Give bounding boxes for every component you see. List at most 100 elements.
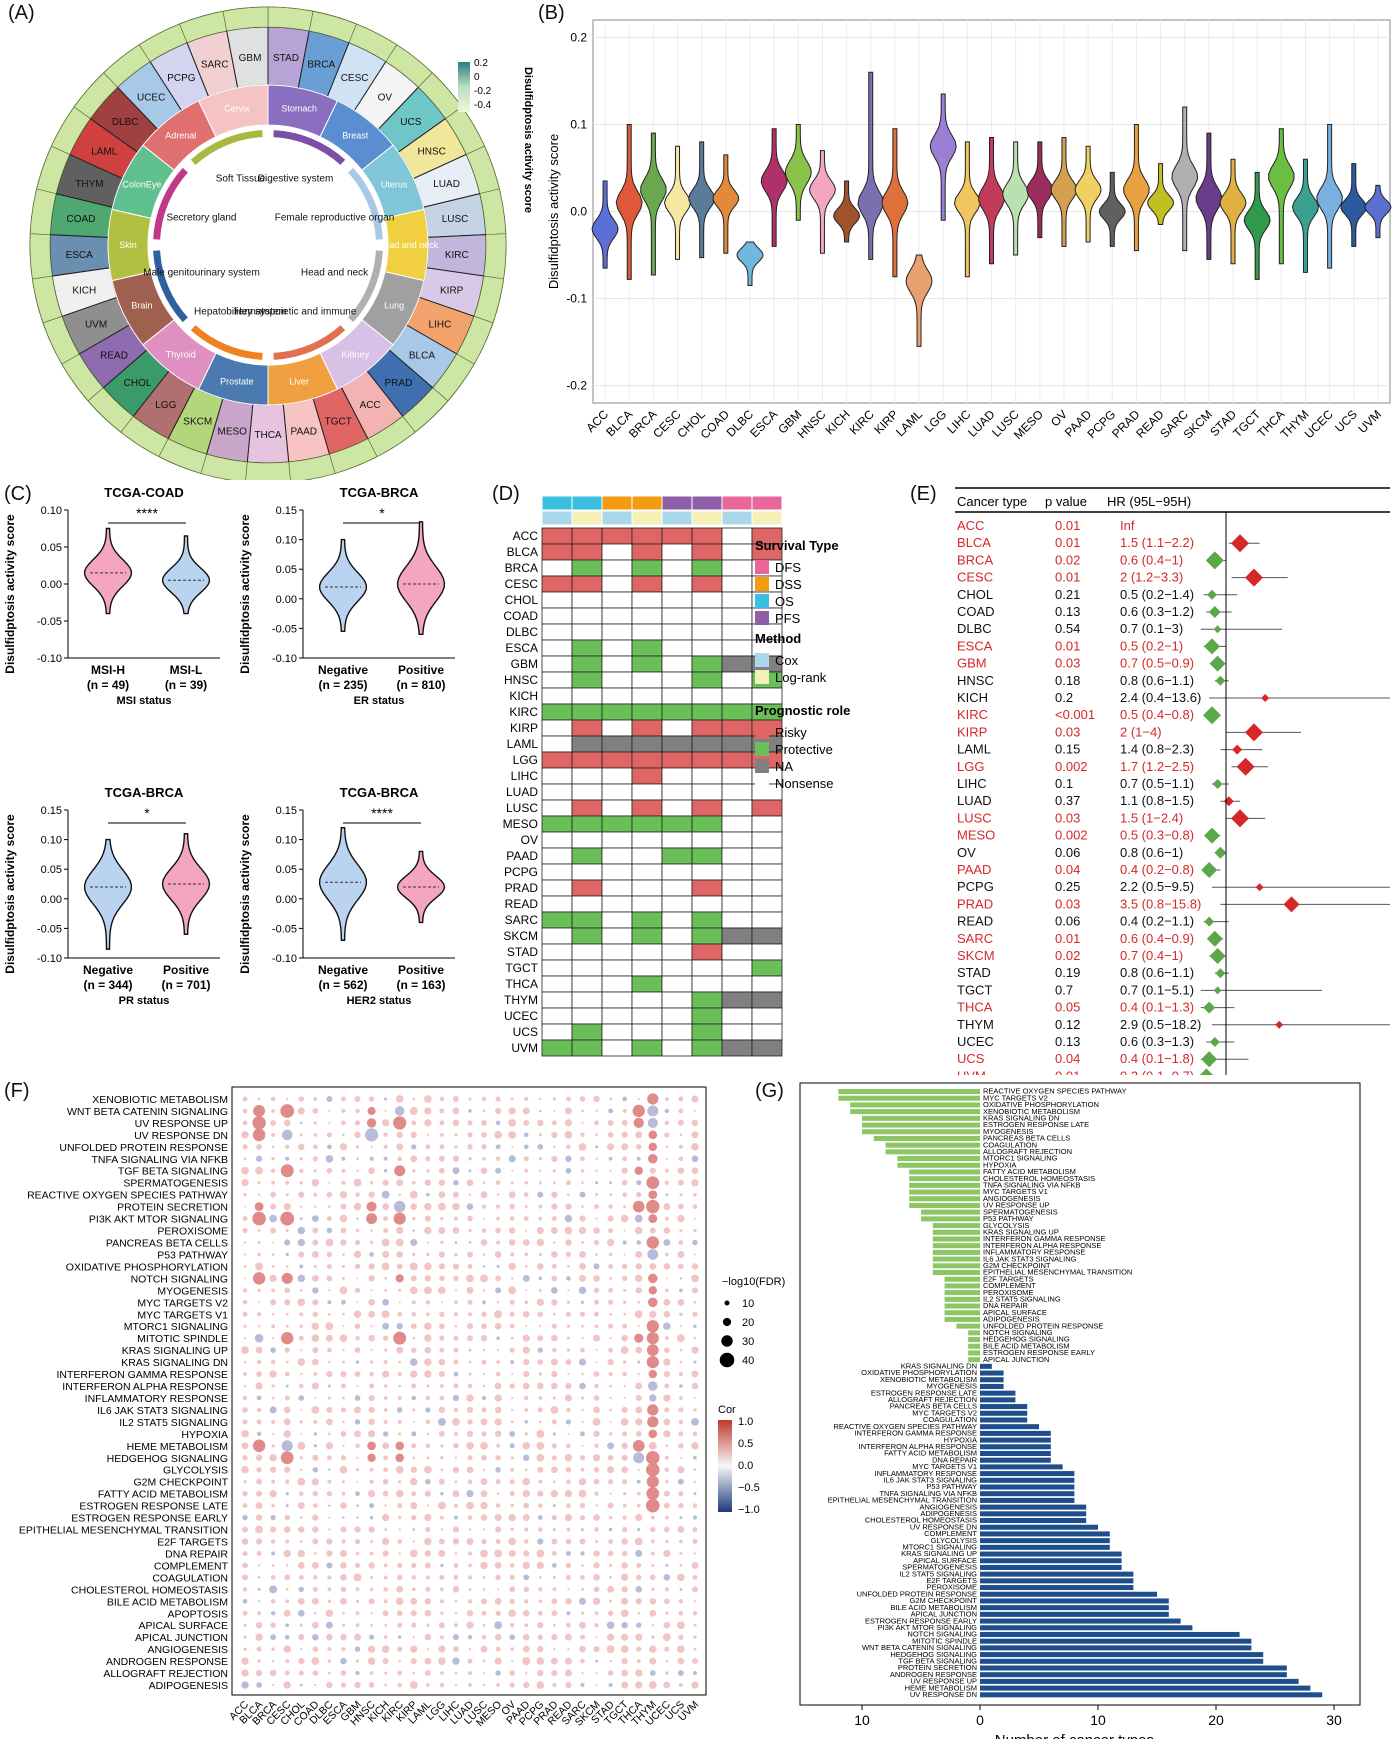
dot	[580, 1431, 585, 1437]
dot	[510, 1097, 514, 1101]
dot	[636, 1144, 642, 1150]
dot	[609, 1660, 612, 1663]
dot	[608, 1252, 613, 1257]
heatmap-cell	[541, 943, 573, 961]
dot	[510, 1647, 515, 1651]
heatmap-cell	[721, 975, 753, 993]
y-tick-label: -0.10	[272, 653, 297, 665]
y-tick-label: -0.05	[272, 923, 297, 935]
hr-marker	[1205, 551, 1224, 570]
heatmap-cell	[661, 895, 693, 913]
heatmap-cell	[721, 863, 753, 881]
dot	[368, 1191, 375, 1198]
dot	[623, 1384, 626, 1388]
dot	[466, 1490, 474, 1498]
dot	[495, 1574, 501, 1581]
heatmap-cell	[571, 751, 603, 769]
row-cancer: KIRC	[957, 707, 988, 722]
dot	[621, 1263, 628, 1270]
row-hr: 3.5 (0.8−15.8)	[1120, 896, 1201, 911]
row-hr: 1.1 (0.8−1.5)	[1120, 793, 1194, 808]
heatmap-cell	[571, 543, 603, 561]
dot	[580, 1634, 585, 1640]
dot	[635, 1586, 643, 1593]
heatmap-cell	[691, 623, 723, 641]
dot	[409, 1286, 418, 1295]
y-tick-label: -0.05	[272, 623, 297, 635]
heatmap-cell	[601, 543, 633, 561]
dot	[285, 1659, 290, 1664]
dot	[524, 1300, 529, 1305]
row-hr: 0.3 (0.1−0.7)	[1120, 1068, 1194, 1075]
dot	[677, 1573, 685, 1582]
bar-label: REACTIVE OXYGEN SPECIES PATHWAY	[834, 1422, 978, 1431]
dot	[692, 1539, 698, 1544]
dot	[522, 1239, 530, 1246]
dot	[270, 1466, 277, 1473]
dot	[468, 1372, 472, 1376]
dot	[538, 1181, 542, 1185]
bar-label: ESTROGEN RESPONSE EARLY	[983, 1348, 1095, 1357]
legend-tick: 0	[474, 72, 480, 83]
dot	[621, 1538, 628, 1545]
dot	[665, 1659, 669, 1663]
cancer-segment-label: TGCT	[325, 416, 352, 427]
method-cell	[631, 510, 663, 526]
dot	[608, 1479, 614, 1485]
dot	[382, 1203, 390, 1211]
dot	[426, 1169, 430, 1173]
dot	[567, 1372, 570, 1376]
dot	[495, 1646, 501, 1652]
dot	[633, 1117, 644, 1129]
row-label: GBM	[511, 657, 538, 671]
dot	[382, 1335, 389, 1341]
dot	[466, 1203, 474, 1210]
row-p: 0.03	[1055, 656, 1080, 671]
heatmap-cell	[601, 671, 633, 689]
dot	[510, 1527, 514, 1532]
violin-laml	[905, 254, 933, 347]
dot	[467, 1515, 473, 1520]
legend-swatch	[755, 776, 769, 790]
x-tick-label: UCEC	[1302, 407, 1336, 441]
dot	[453, 1575, 459, 1580]
row-hr: 0.5 (0.2−1)	[1120, 638, 1183, 653]
dot	[646, 1236, 660, 1249]
heatmap-cell	[541, 559, 573, 577]
bar-negative	[862, 1115, 980, 1121]
heatmap-cell	[571, 735, 603, 753]
dot	[256, 1359, 262, 1365]
dot	[354, 1526, 361, 1533]
panel-label-g: (G)	[755, 1080, 784, 1102]
dot	[397, 1372, 402, 1377]
dot	[567, 1588, 570, 1591]
dot	[494, 1657, 502, 1665]
pathway-label: ANDROGEN RESPONSE	[106, 1656, 228, 1668]
dot	[311, 1251, 319, 1258]
bar-label: MYOGENESIS	[983, 1127, 1033, 1136]
score-segment	[267, 6, 314, 32]
bar-positive	[980, 1484, 1075, 1490]
hr-marker	[1236, 757, 1255, 776]
dot	[383, 1169, 388, 1173]
dot	[356, 1480, 359, 1483]
dot	[623, 1229, 626, 1232]
heatmap-cell	[691, 751, 723, 769]
dot	[466, 1442, 474, 1450]
heatmap-cell	[541, 1039, 573, 1057]
row-cancer: TGCT	[957, 982, 992, 997]
dot	[609, 1396, 612, 1400]
dot	[382, 1478, 389, 1485]
y-tick-label: 0.00	[276, 894, 297, 906]
dot	[482, 1372, 486, 1376]
dot	[368, 1406, 375, 1414]
dot	[411, 1120, 417, 1126]
bar-negative	[944, 1290, 980, 1296]
dot	[567, 1265, 570, 1268]
dot	[370, 1229, 373, 1232]
bar-label: OXIDATIVE PHOSPHORYLATION	[861, 1368, 977, 1377]
dot	[551, 1550, 557, 1556]
dot	[565, 1681, 572, 1689]
y-axis-label: Disulfidptosis activity score	[238, 814, 252, 974]
pathway-label: HEME METABOLISM	[127, 1441, 228, 1453]
